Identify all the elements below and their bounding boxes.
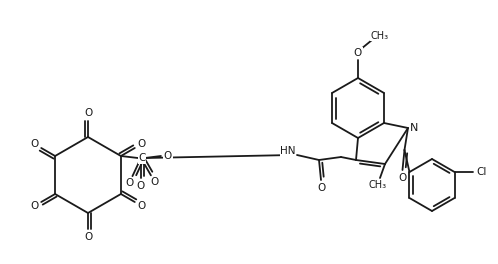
Text: O: O bbox=[151, 177, 159, 187]
Text: O: O bbox=[354, 48, 362, 58]
Text: O: O bbox=[137, 181, 145, 191]
Text: Cl: Cl bbox=[476, 167, 487, 177]
Text: O: O bbox=[137, 201, 146, 211]
Text: O: O bbox=[125, 178, 133, 188]
Text: C: C bbox=[138, 153, 145, 163]
Text: O: O bbox=[317, 183, 325, 193]
Text: CH₃: CH₃ bbox=[369, 180, 387, 190]
Text: HN: HN bbox=[280, 146, 296, 156]
Text: O: O bbox=[30, 201, 38, 211]
Text: O: O bbox=[164, 151, 172, 161]
Text: O: O bbox=[30, 139, 38, 149]
Text: CH₃: CH₃ bbox=[371, 31, 389, 41]
Text: N: N bbox=[410, 123, 418, 133]
Text: O: O bbox=[137, 139, 146, 149]
Text: O: O bbox=[398, 173, 406, 183]
Text: O: O bbox=[84, 108, 92, 118]
Text: O: O bbox=[84, 232, 92, 242]
